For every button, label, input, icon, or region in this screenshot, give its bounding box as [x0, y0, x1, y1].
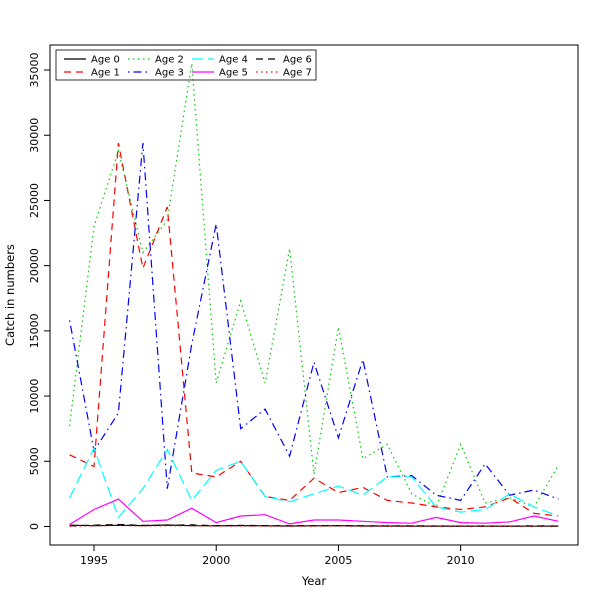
legend-entry-age-0: Age 0 — [64, 55, 120, 66]
x-tick-label: 1995 — [80, 554, 108, 567]
legend-label: Age 7 — [283, 68, 312, 79]
legend-label: Age 6 — [283, 55, 312, 66]
series-line-age-1 — [69, 142, 559, 517]
series-line-age-7 — [69, 524, 559, 527]
legend-entry-age-7: Age 7 — [256, 68, 312, 79]
x-tick-label: 2005 — [324, 554, 352, 567]
legend-entry-age-4: Age 4 — [192, 55, 248, 66]
legend-entry-age-6: Age 6 — [256, 55, 312, 66]
y-tick-label: 5000 — [28, 447, 41, 475]
y-tick-label: 10000 — [28, 379, 41, 414]
series-lines — [69, 63, 559, 527]
y-axis-label: Catch in numbers — [3, 244, 17, 346]
x-axis-label: Year — [301, 574, 327, 588]
legend-label: Age 3 — [155, 68, 184, 79]
y-axis: 0 5000 10000 15000 20000 25000 30000 35000 — [28, 53, 50, 530]
y-tick-label: 35000 — [28, 53, 41, 88]
series-line-age-3 — [69, 143, 559, 502]
y-tick-label: 30000 — [28, 118, 41, 153]
legend-label: Age 2 — [155, 55, 184, 66]
y-tick-label: 20000 — [28, 248, 41, 283]
legend-label: Age 0 — [91, 55, 120, 66]
legend-label: Age 4 — [219, 55, 248, 66]
series-line-age-6 — [69, 523, 559, 527]
legend-entry-age-1: Age 1 — [64, 68, 120, 79]
x-tick-label: 2010 — [447, 554, 475, 567]
legend-entry-age-3: Age 3 — [128, 68, 184, 79]
legend: Age 0 Age 1 Age 2 Age 3 Age 4 Age 5 Age 6 Age 7 — [55, 49, 317, 81]
y-tick-label: 25000 — [28, 183, 41, 218]
x-tick-label: 2000 — [202, 554, 230, 567]
y-tick-label: 0 — [28, 523, 41, 530]
plot-box — [49, 44, 579, 546]
legend-entry-age-5: Age 5 — [192, 68, 248, 79]
x-axis: 1995 2000 2005 2010 — [80, 545, 475, 567]
series-line-age-5 — [69, 498, 559, 526]
legend-label: Age 5 — [219, 68, 248, 79]
legend-entry-age-2: Age 2 — [128, 55, 184, 66]
series-line-age-4 — [69, 446, 559, 519]
legend-label: Age 1 — [91, 68, 120, 79]
y-tick-label: 15000 — [28, 313, 41, 348]
legend-box — [55, 49, 317, 81]
